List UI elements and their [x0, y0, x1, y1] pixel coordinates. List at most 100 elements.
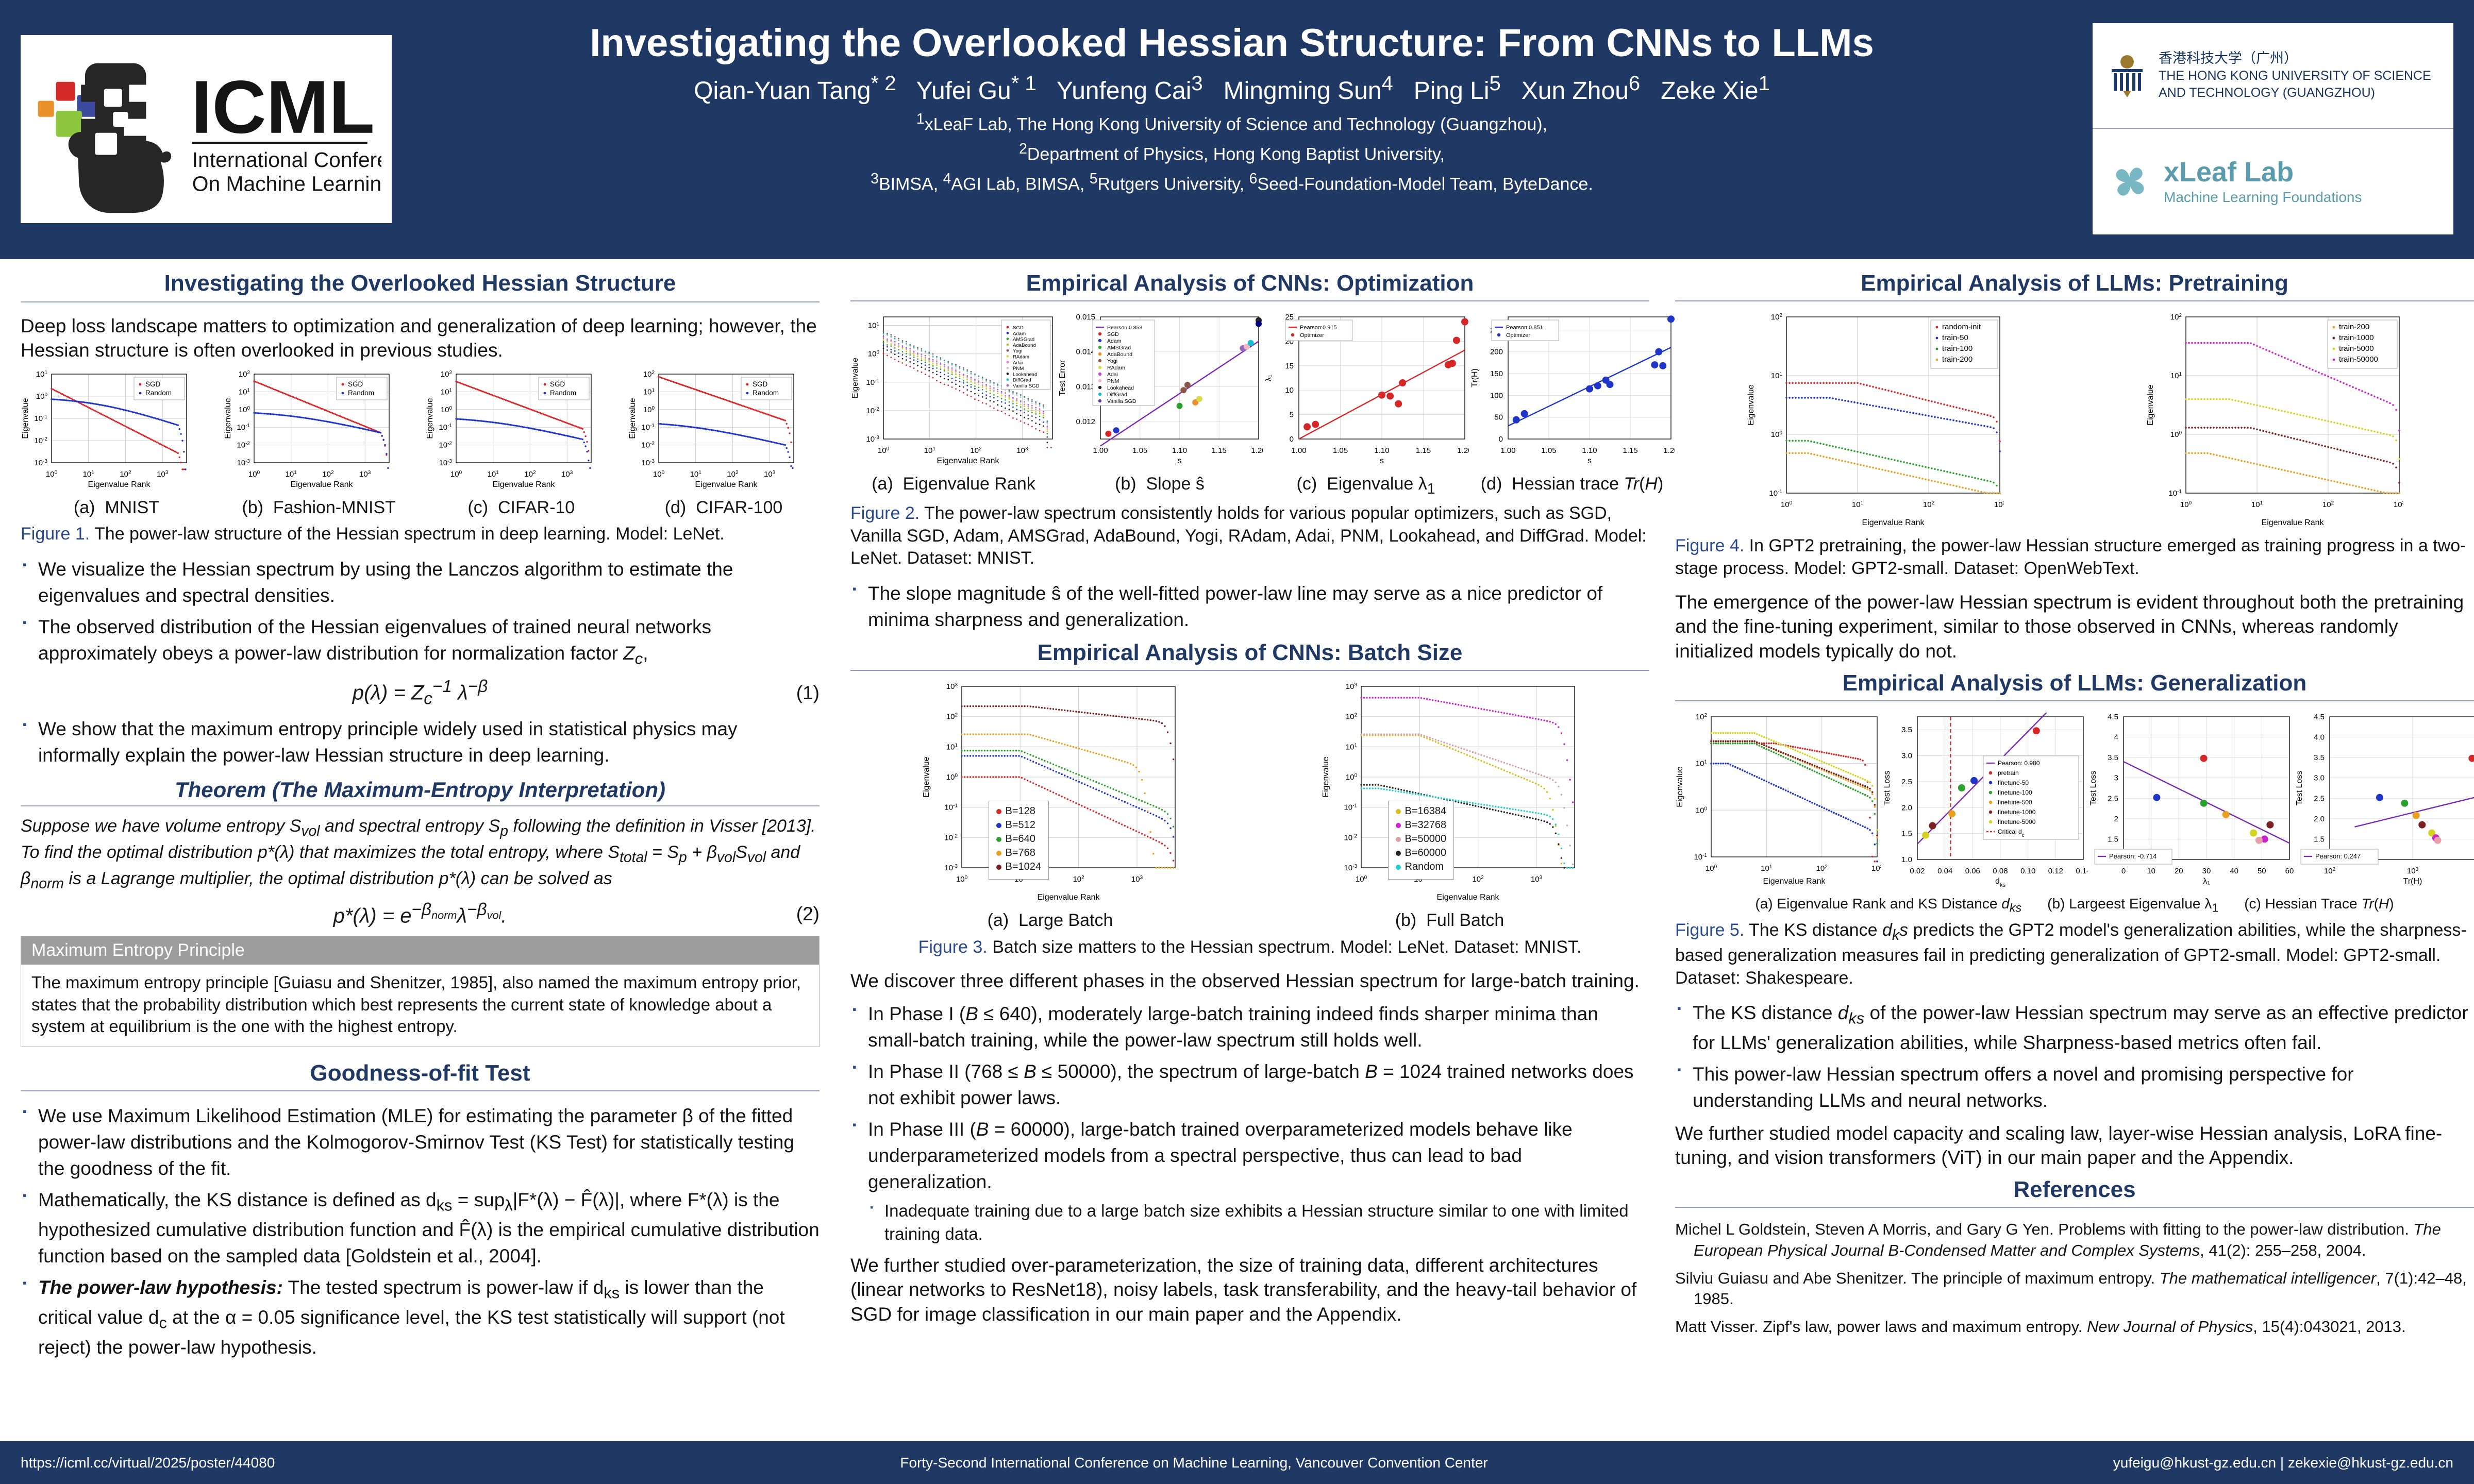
svg-text:20: 20	[2175, 867, 2183, 875]
svg-text:4.0: 4.0	[2314, 733, 2325, 742]
svg-text:103: 103	[1871, 864, 1881, 873]
svg-text:1.00: 1.00	[1500, 446, 1515, 455]
svg-text:200: 200	[1490, 348, 1503, 357]
svg-text:Eigenvalue: Eigenvalue	[851, 358, 860, 398]
svg-text:s: s	[1178, 457, 1182, 465]
svg-text:λ₁: λ₁	[1264, 375, 1273, 381]
svg-text:Eigenvalue Rank: Eigenvalue Rank	[1037, 893, 1100, 902]
svg-text:Eigenvalue Rank: Eigenvalue Rank	[2261, 518, 2324, 527]
svg-text:SGD: SGD	[1013, 325, 1024, 331]
svg-text:Eigenvalue: Eigenvalue	[224, 398, 232, 439]
svg-text:1.20: 1.20	[1663, 446, 1675, 455]
svg-text:1.05: 1.05	[1333, 446, 1348, 455]
svg-text:1.05: 1.05	[1541, 446, 1556, 455]
svg-text:1.15: 1.15	[1623, 446, 1637, 455]
svg-text:Optimizer: Optimizer	[1506, 332, 1530, 339]
svg-text:0.014: 0.014	[1076, 348, 1095, 357]
svg-text:Eigenvalue Rank: Eigenvalue Rank	[1862, 518, 1925, 527]
svg-text:AdaBound: AdaBound	[1013, 343, 1036, 348]
svg-text:4: 4	[2114, 733, 2118, 742]
svg-text:Test Error: Test Error	[1058, 360, 1067, 396]
svg-text:10: 10	[1285, 386, 1294, 395]
svg-text:Pearson: -0.714: Pearson: -0.714	[2109, 852, 2157, 860]
svg-text:Random: Random	[348, 389, 374, 397]
svg-text:train-50: train-50	[1942, 333, 1968, 342]
svg-text:1.05: 1.05	[1132, 446, 1147, 455]
svg-text:1.10: 1.10	[1374, 446, 1389, 455]
svg-text:15: 15	[1285, 362, 1294, 370]
svg-text:DiffGrad: DiffGrad	[1107, 392, 1127, 398]
svg-text:train-200: train-200	[2339, 323, 2369, 331]
svg-text:Pearson:0.915: Pearson:0.915	[1300, 325, 1337, 331]
svg-text:SGD: SGD	[348, 380, 363, 388]
svg-text:Pearson: 0.247: Pearson: 0.247	[2315, 852, 2361, 860]
svg-text:Eigenvalue: Eigenvalue	[21, 398, 30, 439]
svg-text:finetune-1000: finetune-1000	[1998, 808, 2036, 816]
svg-text:0.02: 0.02	[1910, 867, 1925, 875]
svg-text:1.10: 1.10	[1582, 446, 1597, 455]
svg-text:PNM: PNM	[1013, 366, 1024, 372]
svg-text:finetune-100: finetune-100	[1998, 789, 2032, 796]
svg-text:Test Loss: Test Loss	[2089, 771, 2098, 806]
svg-text:train-100: train-100	[1942, 344, 1972, 353]
svg-text:Pearson:0.853: Pearson:0.853	[1107, 325, 1142, 331]
svg-text:train-1000: train-1000	[2339, 333, 2374, 342]
svg-text:100: 100	[1490, 391, 1503, 400]
svg-text:3.5: 3.5	[2314, 753, 2325, 762]
svg-text:1.5: 1.5	[2108, 835, 2118, 844]
svg-text:s: s	[1380, 457, 1384, 465]
svg-text:Tr(H): Tr(H)	[2403, 877, 2422, 886]
svg-text:1.15: 1.15	[1416, 446, 1431, 455]
svg-text:0.04: 0.04	[1937, 867, 1952, 875]
svg-text:3.0: 3.0	[2314, 774, 2325, 783]
svg-text:Eigenvalue Rank: Eigenvalue Rank	[290, 480, 353, 489]
svg-text:Adai: Adai	[1107, 372, 1118, 378]
svg-text:SGD: SGD	[1107, 331, 1119, 338]
svg-text:1.00: 1.00	[1093, 446, 1108, 455]
svg-text:2.0: 2.0	[1901, 803, 1912, 812]
svg-text:3.5: 3.5	[2108, 753, 2118, 762]
svg-text:Test Loss: Test Loss	[2295, 771, 2304, 806]
svg-text:0.012: 0.012	[1076, 417, 1095, 426]
svg-text:3.5: 3.5	[1901, 726, 1912, 734]
svg-text:Optimizer: Optimizer	[1300, 332, 1324, 339]
svg-text:2.5: 2.5	[1901, 778, 1912, 786]
svg-text:40: 40	[2230, 867, 2238, 875]
svg-text:pretrain: pretrain	[1998, 769, 2019, 777]
svg-text:Eigenvalue: Eigenvalue	[628, 398, 637, 439]
svg-text:International Conference: International Conference	[192, 147, 381, 171]
svg-text:Eigenvalue Rank: Eigenvalue Rank	[937, 457, 1000, 465]
svg-text:Eigenvalue Rank: Eigenvalue Rank	[695, 480, 758, 489]
svg-text:Vanilla SGD: Vanilla SGD	[1013, 383, 1040, 389]
svg-text:SGD: SGD	[550, 380, 565, 388]
svg-text:0.14: 0.14	[2076, 867, 2087, 875]
svg-text:0: 0	[2121, 867, 2126, 875]
svg-text:Random: Random	[145, 389, 172, 397]
svg-text:1.20: 1.20	[1251, 446, 1263, 455]
svg-text:AdaBound: AdaBound	[1107, 351, 1132, 358]
svg-text:0: 0	[1499, 435, 1503, 444]
svg-text:150: 150	[1490, 369, 1503, 378]
svg-text:Eigenvalue Rank: Eigenvalue Rank	[493, 480, 556, 489]
svg-text:Yogi: Yogi	[1013, 348, 1022, 354]
svg-text:SGD: SGD	[145, 380, 161, 388]
svg-text:Lookahead: Lookahead	[1107, 385, 1134, 391]
svg-text:2: 2	[2114, 815, 2118, 823]
svg-text:Lookahead: Lookahead	[1013, 372, 1037, 377]
svg-text:0.12: 0.12	[2048, 867, 2063, 875]
svg-text:PNM: PNM	[1107, 378, 1119, 384]
svg-text:3: 3	[2114, 774, 2118, 783]
svg-text:RAdam: RAdam	[1107, 365, 1125, 371]
svg-text:Yogi: Yogi	[1107, 358, 1117, 364]
svg-text:2.0: 2.0	[2314, 815, 2325, 823]
svg-text:Eigenvalue Rank: Eigenvalue Rank	[88, 480, 151, 489]
svg-text:finetune-50: finetune-50	[1998, 779, 2029, 786]
svg-text:103: 103	[2393, 500, 2403, 510]
svg-text:Eigenvalue: Eigenvalue	[1676, 766, 1684, 807]
svg-text:5: 5	[1290, 411, 1294, 419]
svg-text:0.015: 0.015	[1076, 313, 1095, 322]
svg-text:Tr(H): Tr(H)	[1470, 368, 1479, 387]
svg-text:0: 0	[1290, 435, 1294, 444]
svg-text:finetune-5000: finetune-5000	[1998, 818, 2036, 825]
svg-text:2.5: 2.5	[2314, 794, 2325, 803]
